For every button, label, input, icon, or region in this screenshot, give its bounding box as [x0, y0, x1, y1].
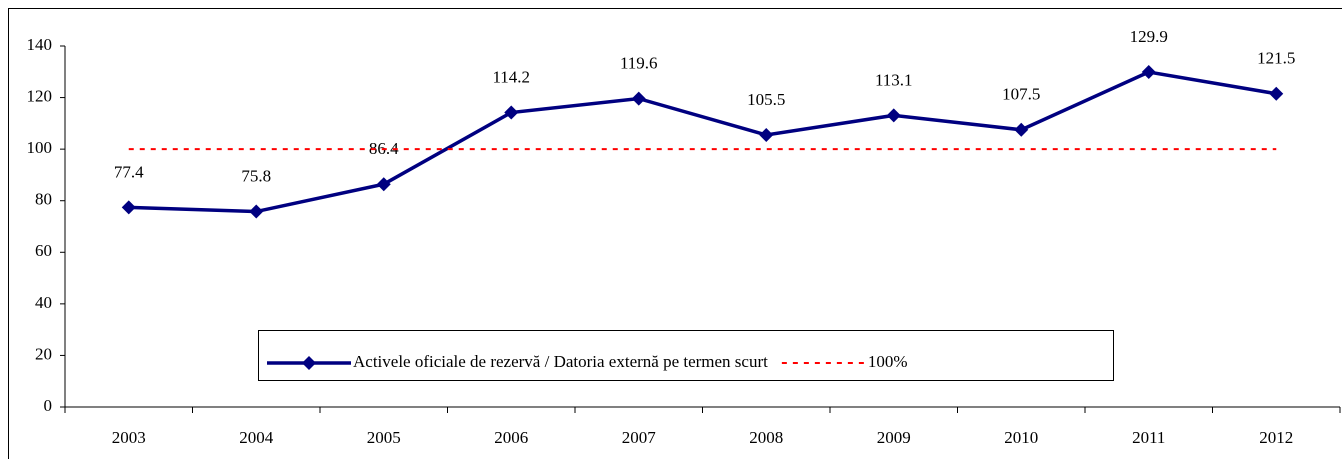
data-label: 121.5	[1257, 49, 1295, 68]
x-tick-label: 2006	[494, 428, 528, 447]
marker	[249, 204, 264, 219]
x-tick-label: 2008	[749, 428, 783, 447]
y-tick-label: 140	[27, 35, 53, 54]
marker	[1269, 86, 1284, 101]
y-tick-label: 60	[35, 241, 52, 260]
marker	[886, 108, 901, 123]
y-tick-label: 0	[44, 396, 53, 415]
data-label: 105.5	[747, 90, 785, 109]
y-tick-label: 80	[35, 190, 52, 209]
data-label: 107.5	[1002, 85, 1040, 104]
data-label: 119.6	[620, 54, 658, 73]
x-tick-label: 2005	[367, 428, 401, 447]
y-tick-label: 40	[35, 293, 52, 312]
marker	[121, 200, 136, 215]
x-tick-label: 2010	[1004, 428, 1038, 447]
x-tick-label: 2011	[1132, 428, 1165, 447]
x-tick-label: 2003	[112, 428, 146, 447]
data-label: 77.4	[114, 162, 144, 181]
legend-label: 100%	[868, 352, 908, 371]
legend-label: Activele oficiale de rezervă / Datoria e…	[353, 352, 768, 371]
x-tick-label: 2009	[877, 428, 911, 447]
marker	[504, 105, 519, 120]
series-line	[128, 70, 1277, 214]
marker	[376, 177, 391, 192]
legend-marker	[302, 356, 316, 370]
chart-frame	[8, 8, 1342, 459]
data-label: 75.8	[241, 166, 271, 185]
legend-box	[258, 330, 1114, 381]
data-label: 129.9	[1130, 27, 1168, 46]
x-tick-label: 2004	[239, 428, 274, 447]
marker	[1014, 122, 1029, 137]
y-tick-label: 20	[35, 344, 52, 363]
x-tick-label: 2007	[622, 428, 657, 447]
y-tick-label: 120	[27, 86, 53, 105]
data-label: 114.2	[492, 67, 530, 86]
marker	[1141, 65, 1156, 80]
data-label: 113.1	[875, 70, 913, 89]
marker	[631, 91, 646, 106]
y-tick-label: 100	[27, 138, 53, 157]
x-tick-label: 2012	[1259, 428, 1293, 447]
marker	[759, 127, 774, 142]
